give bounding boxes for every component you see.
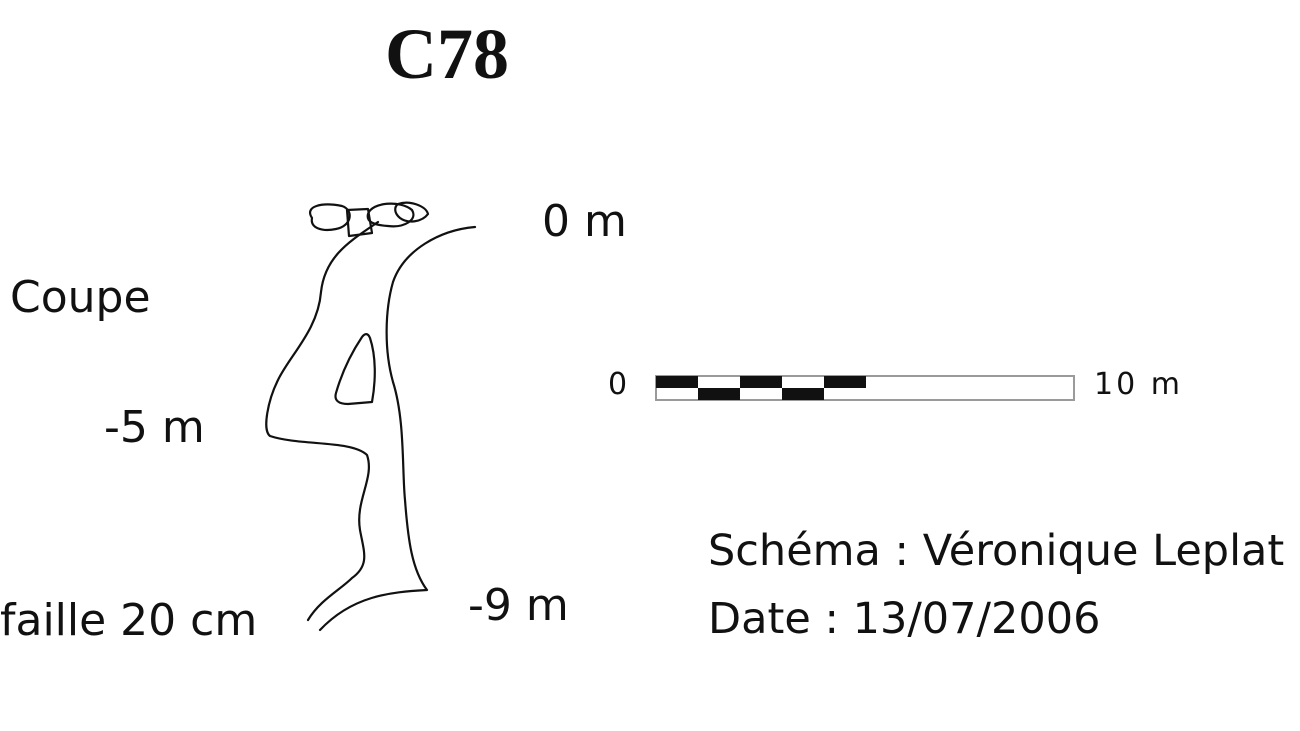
scale-segment: [740, 376, 782, 388]
scale-segment: [698, 388, 740, 400]
entrance-block-left: [309, 203, 351, 232]
scale-max-label: 10 m: [1094, 367, 1183, 402]
entrance-block-square: [345, 207, 374, 238]
section-label: Coupe: [10, 272, 151, 323]
scale-segment: [824, 376, 866, 388]
scale-min-label: 0: [608, 367, 631, 402]
depth-label-top: 0 m: [542, 196, 627, 247]
scale-segment: [656, 376, 698, 388]
rock-pillar: [334, 333, 376, 406]
shaft-right-wall: [318, 225, 477, 632]
entrance-block-oval: [366, 202, 415, 228]
shaft-left-wall: [265, 220, 380, 622]
scale-bar: [655, 375, 1075, 401]
entrance-block-right: [394, 201, 430, 223]
author-credit: Schéma : Véronique Leplat: [708, 526, 1285, 576]
depth-label-mid: -5 m: [104, 402, 205, 453]
cave-title: C78: [385, 14, 509, 94]
fault-label: faille 20 cm: [0, 595, 258, 646]
depth-label-bottom: -9 m: [468, 580, 569, 631]
date-credit: Date : 13/07/2006: [708, 594, 1101, 644]
scale-segment: [782, 388, 824, 400]
